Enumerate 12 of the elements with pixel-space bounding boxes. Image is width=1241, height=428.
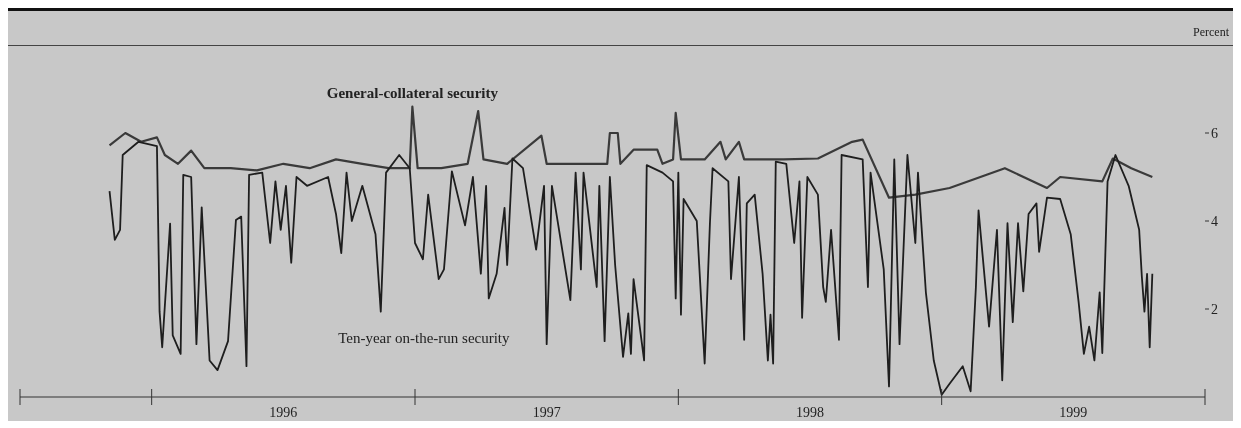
x-tick-label: 1998	[796, 405, 824, 420]
line-series	[108, 140, 1154, 396]
y-tick-label: 4	[1211, 213, 1218, 229]
series-label: General-collateral security	[326, 84, 498, 102]
x-tick-label: 1996	[269, 405, 298, 420]
text: Ten-year on-the-run security	[338, 330, 510, 348]
x-tick-label: 1997	[532, 405, 561, 420]
y-tick-label: 2	[1211, 301, 1218, 317]
line-series	[108, 105, 1154, 199]
x-tick-label: 1999	[1059, 405, 1088, 420]
y-axis-title: Percent	[1193, 25, 1229, 40]
y-tick-label: 6	[1211, 125, 1218, 141]
